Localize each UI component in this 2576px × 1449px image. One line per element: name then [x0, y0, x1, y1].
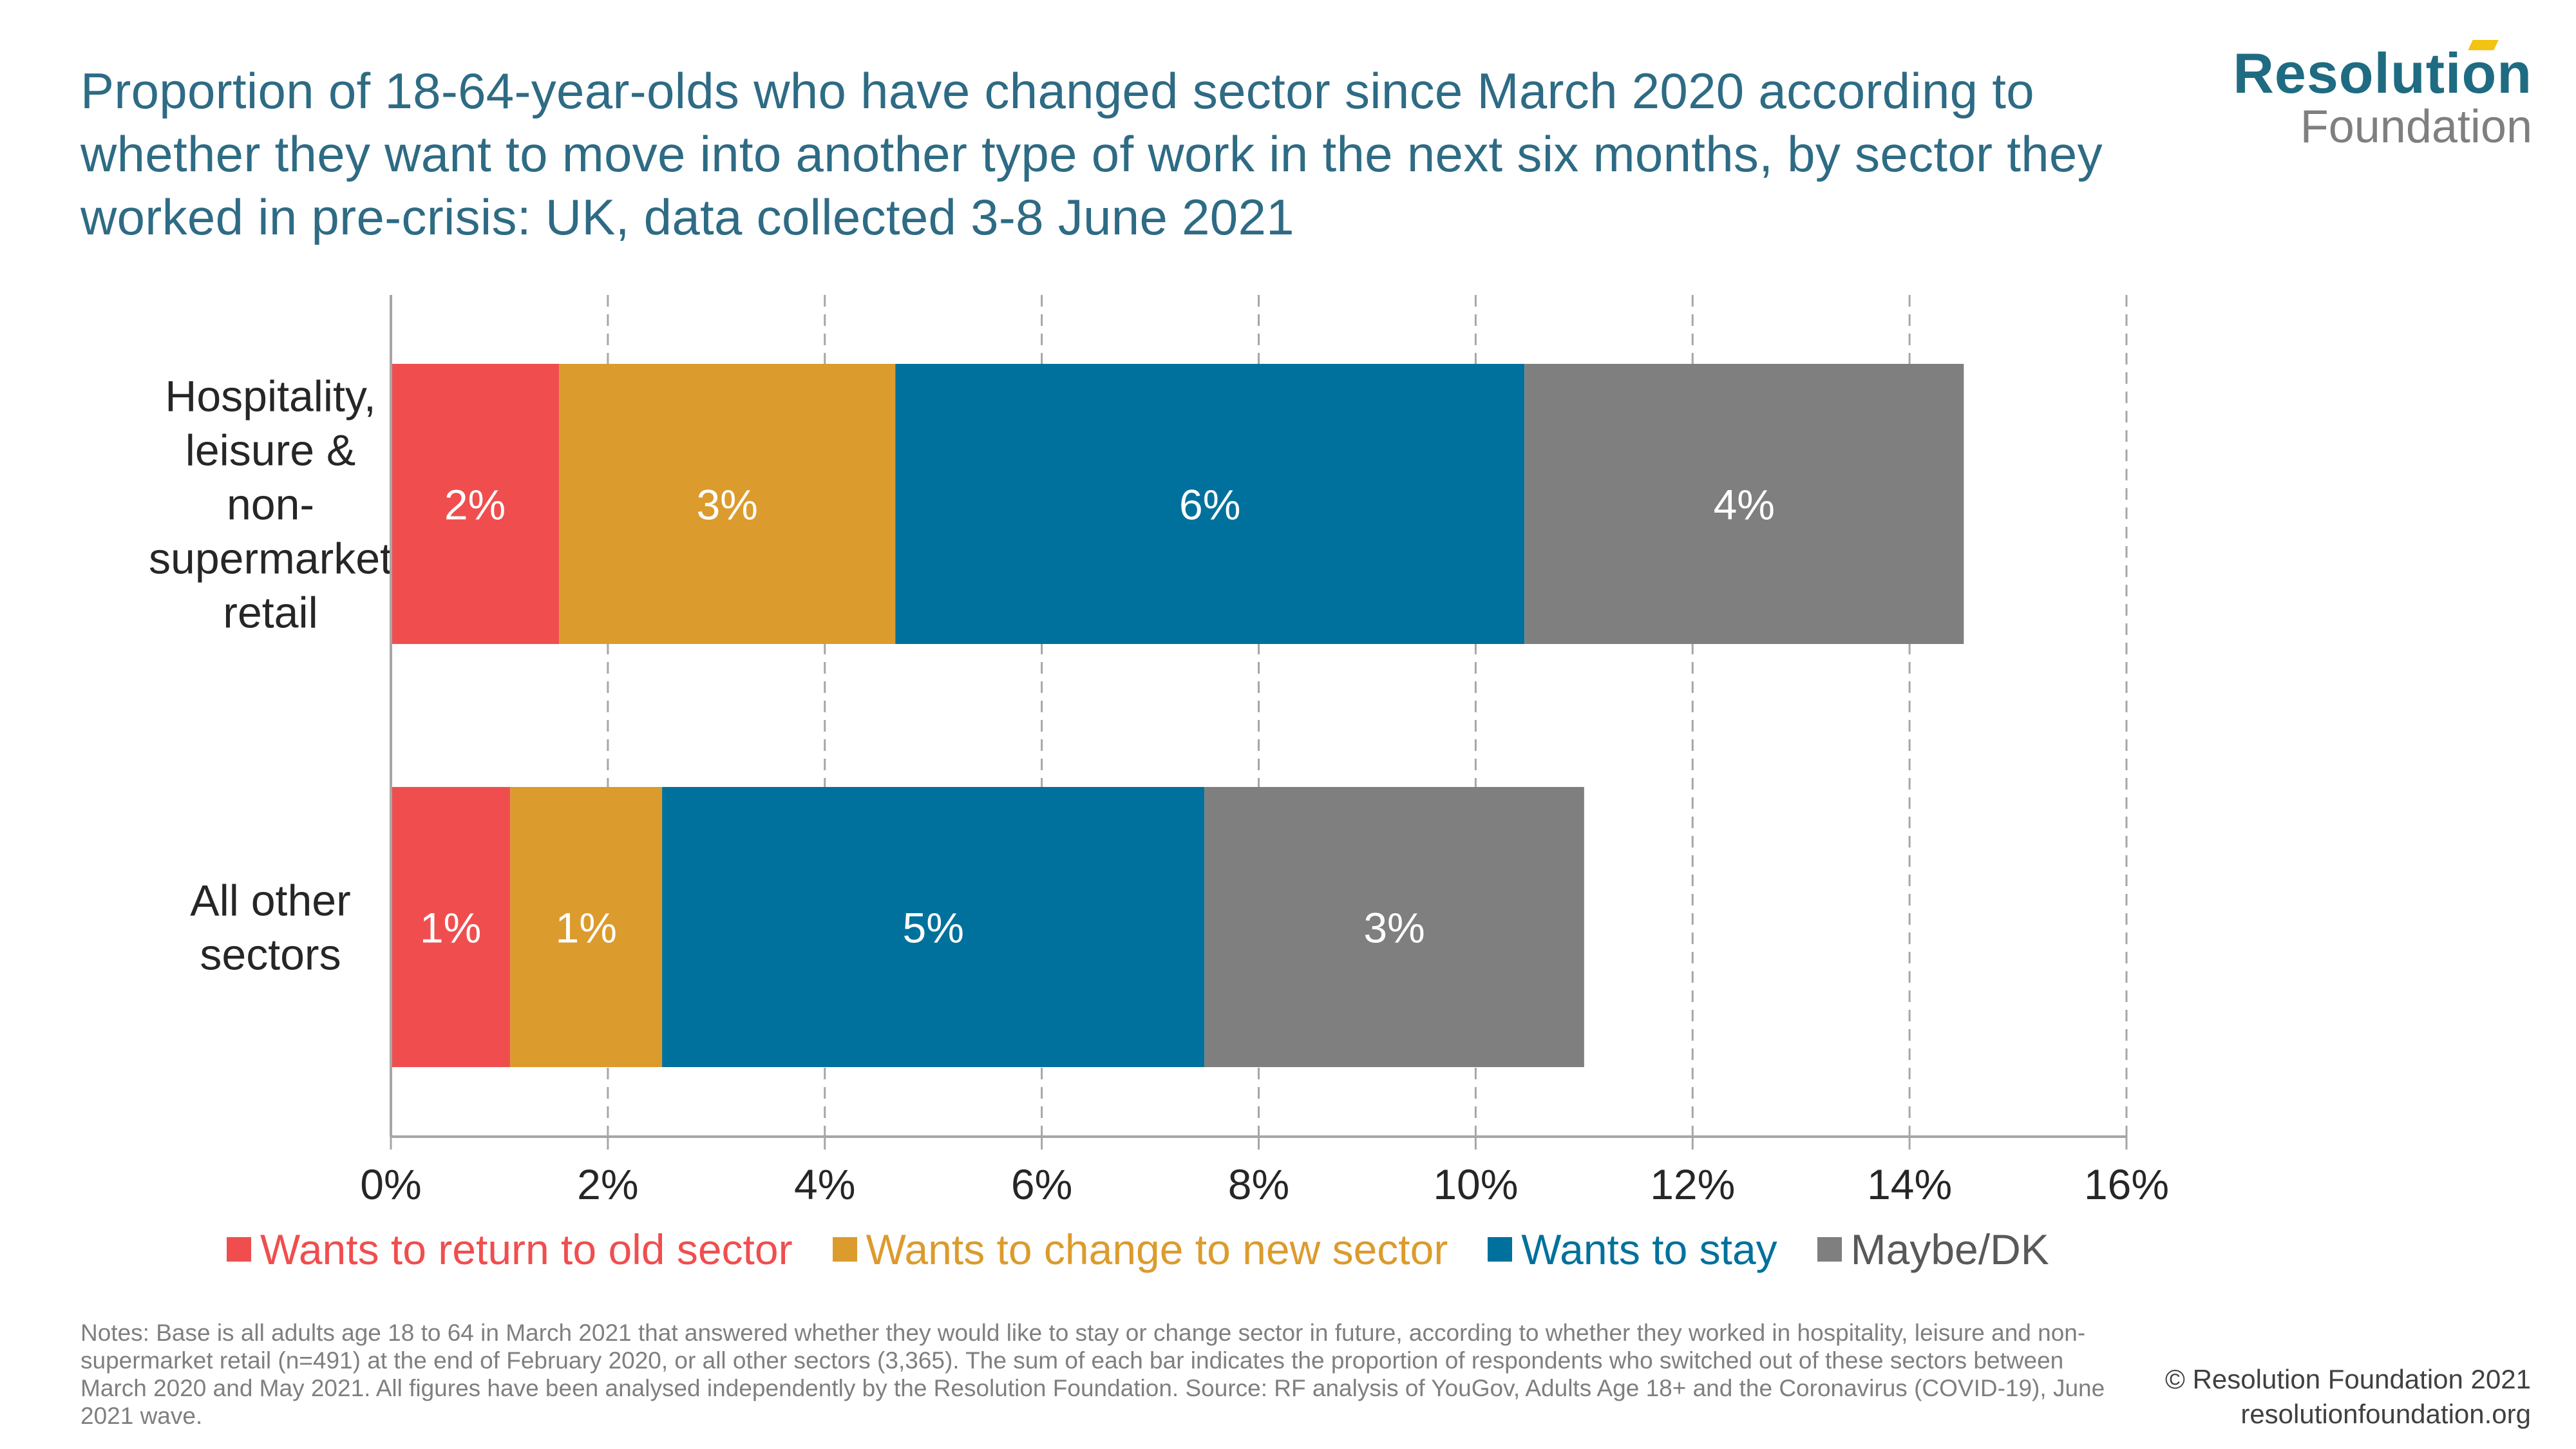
x-tick-label: 4% — [794, 1160, 855, 1208]
data-label: 3% — [696, 481, 757, 529]
legend-label: Maybe/DK — [1850, 1226, 2049, 1273]
legend-item: Wants to return to old sector — [227, 1225, 793, 1274]
data-label: 1% — [555, 904, 616, 952]
category-label: supermarket — [149, 535, 392, 583]
legend-item: Maybe/DK — [1817, 1225, 2049, 1274]
legend-item: Wants to stay — [1488, 1225, 1777, 1274]
copyright-text: © Resolution Foundation 2021 — [2164, 1364, 2531, 1394]
category-label: retail — [223, 589, 317, 638]
x-tick-label: 8% — [1228, 1160, 1289, 1208]
legend-swatch — [1488, 1237, 1513, 1262]
category-label: leisure & — [185, 426, 356, 475]
bar-segment — [559, 364, 896, 644]
bar-segment — [510, 787, 663, 1067]
bar-segment — [895, 364, 1525, 644]
legend-label: Wants to stay — [1521, 1226, 1777, 1273]
chart-legend: Wants to return to old sector Wants to ch… — [227, 1220, 2089, 1278]
bar-segment — [1524, 364, 1964, 644]
legend-swatch — [227, 1237, 251, 1262]
logo-wordmark: Resolution — [2233, 41, 2532, 105]
x-tick-label: 12% — [1650, 1160, 1735, 1208]
category-label: non- — [227, 480, 314, 529]
website-text: resolutionfoundation.org — [2240, 1399, 2531, 1429]
chart-title: Proportion of 18-64-year-olds who have c… — [80, 62, 2103, 245]
x-tick-label: 16% — [2084, 1160, 2169, 1208]
data-label: 5% — [902, 904, 963, 952]
legend-item: Wants to change to new sector — [832, 1225, 1448, 1274]
legend-swatch — [1817, 1237, 1842, 1262]
copyright-block: © Resolution Foundation 2021 resolutionf… — [2165, 1362, 2531, 1432]
x-tick-label: 14% — [1867, 1160, 1952, 1208]
x-tick-label: 0% — [360, 1160, 421, 1208]
legend-label: Wants to return to old sector — [260, 1226, 793, 1273]
resolution-foundation-logo: Resolution Foundation — [2233, 40, 2532, 153]
category-label: Hospitality, — [165, 372, 376, 421]
legend-swatch — [832, 1237, 857, 1262]
bar-segment — [391, 364, 560, 644]
x-tick-label: 2% — [577, 1160, 638, 1208]
stacked-bar-chart: 2% 3% 6% 4% Hospitality, leisure & non-superma… — [149, 295, 2169, 1208]
data-label: 3% — [1363, 904, 1425, 952]
bar-segment — [1204, 787, 1584, 1067]
data-label: 2% — [444, 481, 506, 529]
category-label: All other — [190, 876, 350, 925]
data-label: 4% — [1714, 481, 1775, 529]
category-label: sectors — [200, 931, 341, 980]
x-tick-label: 10% — [1433, 1160, 1518, 1208]
bar-segment — [391, 787, 511, 1067]
bar-segment — [662, 787, 1205, 1067]
data-label: 6% — [1179, 481, 1240, 529]
logo-subtitle: Foundation — [2300, 101, 2532, 153]
chart-notes: Notes: Base is all adults age 18 to 64 i… — [80, 1320, 2105, 1429]
data-label: 1% — [420, 904, 481, 952]
x-tick-label: 6% — [1011, 1160, 1072, 1208]
legend-label: Wants to change to new sector — [866, 1226, 1448, 1273]
